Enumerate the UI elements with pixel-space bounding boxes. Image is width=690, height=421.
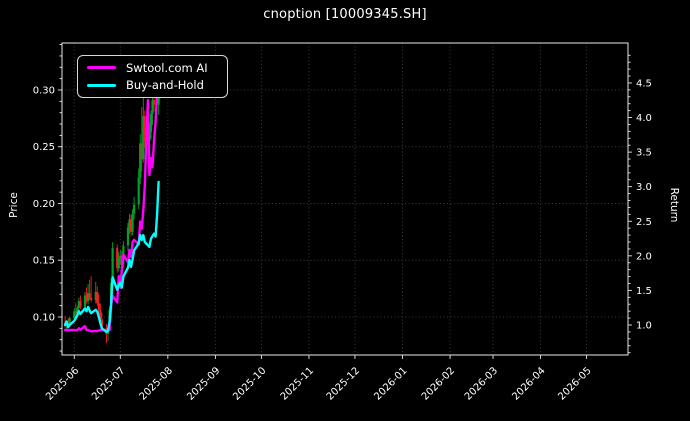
spines bbox=[61, 42, 629, 356]
axis-ticks bbox=[58, 44, 632, 359]
svg-text:2025-12: 2025-12 bbox=[325, 365, 362, 402]
chart-title: cnoption [10009345.SH] bbox=[263, 7, 427, 22]
right-axis-label: Return bbox=[668, 187, 680, 223]
svg-text:2025-06: 2025-06 bbox=[44, 365, 81, 402]
legend-swatch-buy-and-hold bbox=[87, 83, 116, 87]
svg-text:0.10: 0.10 bbox=[33, 312, 55, 323]
series-buy-and-hold bbox=[63, 180, 160, 334]
svg-text:4.0: 4.0 bbox=[636, 113, 652, 124]
svg-text:4.5: 4.5 bbox=[636, 78, 652, 89]
legend: Swtool.com AI Buy-and-Hold bbox=[77, 55, 228, 98]
legend-label-buy-and-hold: Buy-and-Hold bbox=[126, 78, 204, 93]
svg-text:0.15: 0.15 bbox=[33, 256, 55, 267]
svg-text:2026-05: 2026-05 bbox=[556, 365, 593, 402]
svg-text:2025-08: 2025-08 bbox=[138, 365, 175, 402]
svg-text:2025-11: 2025-11 bbox=[279, 365, 316, 402]
legend-item-swtool-ai: Swtool.com AI bbox=[87, 61, 218, 75]
left-axis-label: Price bbox=[8, 192, 20, 218]
svg-text:1.5: 1.5 bbox=[636, 286, 652, 297]
svg-text:2026-04: 2026-04 bbox=[510, 365, 547, 402]
legend-swatch-swtool-ai bbox=[87, 66, 116, 70]
gridlines bbox=[62, 43, 628, 355]
svg-text:3.5: 3.5 bbox=[636, 148, 652, 159]
price-tick-labels: 0.10 0.15 0.20 0.25 0.30 bbox=[33, 85, 55, 323]
svg-text:1.0: 1.0 bbox=[636, 320, 652, 331]
svg-text:2025-09: 2025-09 bbox=[185, 365, 222, 402]
legend-label-swtool-ai: Swtool.com AI bbox=[126, 60, 208, 75]
svg-text:3.0: 3.0 bbox=[636, 182, 652, 193]
svg-text:2.0: 2.0 bbox=[636, 251, 652, 262]
svg-text:2025-10: 2025-10 bbox=[231, 365, 268, 402]
svg-text:2026-03: 2026-03 bbox=[463, 365, 500, 402]
svg-text:2026-01: 2026-01 bbox=[372, 365, 409, 402]
svg-text:2.5: 2.5 bbox=[636, 217, 652, 228]
svg-text:0.30: 0.30 bbox=[33, 85, 55, 96]
svg-text:0.20: 0.20 bbox=[33, 199, 55, 210]
x-tick-labels: 2025-06 2025-07 2025-08 2025-09 2025-10 2025-… bbox=[44, 365, 594, 402]
svg-text:0.25: 0.25 bbox=[33, 142, 55, 153]
return-tick-labels: 1.0 1.5 2.0 2.5 3.0 3.5 4.0 4.5 bbox=[636, 78, 652, 331]
svg-text:2026-02: 2026-02 bbox=[420, 365, 457, 402]
legend-item-buy-and-hold: Buy-and-Hold bbox=[87, 78, 218, 92]
svg-text:2025-07: 2025-07 bbox=[90, 365, 127, 402]
